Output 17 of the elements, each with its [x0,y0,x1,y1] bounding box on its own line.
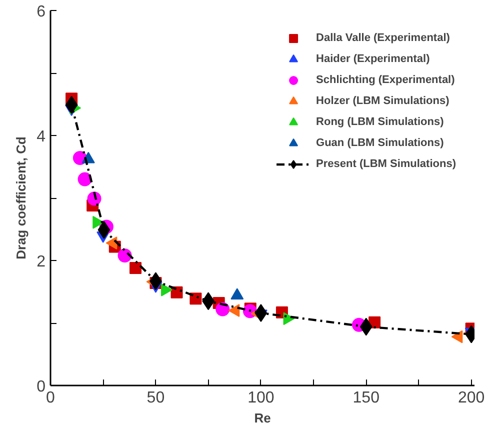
x-tick-label: 50 [146,390,165,406]
x-axis-title: Re [254,410,271,426]
x-tick-label: 150 [352,390,380,406]
legend-label: Dalla Valle (Experimental) [316,32,450,44]
y-axis-title: Drag coefficient, Cd [14,136,29,260]
legend-label: Holzer (LBM Simulations) [316,95,450,107]
x-tick-label: 200 [458,390,485,406]
y-tick-label: 0 [36,378,46,396]
y-tick-label: 4 [36,128,46,146]
legend-label: Guan (LBM Simulations) [316,137,444,149]
y-tick-label: 6 [36,4,46,20]
legend-label: Haider (Experimental) [316,53,430,65]
legend-label: Schlichting (Experimental) [316,74,455,86]
legend-label: Present (LBM Simulations) [316,158,456,170]
y-tick-label: 2 [36,254,46,270]
x-tick-label: 100 [248,390,274,406]
legend-label: Rong (LBM Simulations) [316,116,444,128]
